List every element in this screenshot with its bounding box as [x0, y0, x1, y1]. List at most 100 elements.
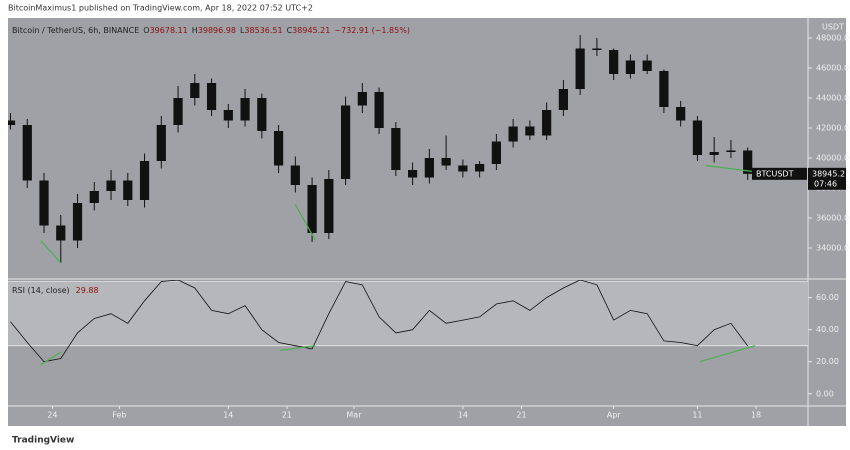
candle-body [106, 180, 116, 191]
x-tick-label: 24 [47, 411, 57, 420]
y-tick-label: 46000.00 [816, 63, 850, 72]
candle-body [391, 127, 401, 170]
legend-change: −732.91 (−1.85%) [334, 26, 410, 35]
rsi-line [10, 280, 749, 363]
y-tick-label: 44000.00 [816, 93, 850, 102]
candle-body [458, 165, 468, 172]
y-tick-label: 42000.00 [816, 123, 850, 132]
candle-body [491, 141, 501, 164]
legend-field-value: 38945.21 [292, 26, 330, 35]
trendline [40, 351, 62, 366]
rsi-band [8, 281, 808, 346]
y-tick-label: 34000.00 [816, 243, 850, 252]
x-tick-label: 14 [223, 411, 233, 420]
last-price-label: 38945.21 [812, 169, 850, 178]
candle-body [408, 169, 418, 178]
x-tick-label: 21 [282, 411, 292, 420]
candle-body [89, 190, 99, 203]
candle-body [525, 126, 535, 136]
legend-field-label: L [240, 26, 245, 35]
candle-body [558, 88, 568, 110]
y-tick-label: 40000.00 [816, 153, 850, 162]
x-tick-label: 21 [516, 411, 526, 420]
x-tick-label: Mar [346, 411, 362, 420]
legend-field-value: 38536.51 [244, 26, 282, 35]
rsi-legend: RSI (14, close) 29.88 [12, 286, 99, 295]
trendline [705, 164, 753, 173]
candle-body [659, 70, 669, 107]
currency-label: USDT [822, 23, 844, 32]
footer-logo: TradingView [12, 436, 74, 446]
candle-body [307, 184, 317, 233]
x-tick-label: Feb [112, 411, 126, 420]
candle-body [743, 150, 753, 174]
last-price-bg [808, 167, 846, 190]
rsi-pane [8, 280, 808, 366]
x-tick-label: 11 [692, 411, 702, 420]
candle-body [475, 163, 485, 172]
trendline [280, 345, 316, 352]
y-tick-label: 20.00 [816, 357, 839, 366]
candle-body [709, 151, 719, 155]
candle-body [173, 97, 183, 125]
candle-body [726, 150, 736, 152]
candle-body [357, 91, 367, 106]
candle-body [424, 157, 434, 178]
candle-body [374, 91, 384, 128]
trendline [294, 204, 316, 241]
candle-body [8, 120, 16, 125]
candle-body [609, 49, 619, 74]
last-price-symbol-bg [752, 167, 807, 180]
candle-body [441, 157, 451, 166]
candle-body [692, 120, 703, 155]
candle-body [290, 165, 300, 185]
header: BitcoinMaximus1 published on TradingView… [8, 4, 313, 13]
legend-field-label: C [287, 26, 293, 35]
axes: 34000.0036000.0038000.0040000.0042000.00… [12, 23, 850, 420]
candle-body [56, 225, 66, 241]
legend-field-label: H [192, 26, 198, 35]
candle-body [206, 82, 217, 110]
candle-body [123, 180, 133, 200]
last-price-symbol: BTCUSDT [756, 169, 794, 178]
x-tick-label: Apr [607, 411, 622, 420]
legend-field-value: 39678.11 [150, 26, 188, 35]
candle-body [190, 82, 200, 98]
candle-body [592, 48, 602, 50]
trendline [699, 345, 756, 363]
chart-background [8, 18, 846, 426]
candle-body [508, 126, 518, 142]
trendline [40, 240, 62, 264]
x-tick-label: 18 [751, 411, 761, 420]
candle-body [156, 124, 166, 161]
y-tick-label: 40.00 [816, 325, 839, 334]
legend: Bitcoin / TetherUS, 6h, BINANCE O39678.11… [12, 26, 410, 35]
candle-body [676, 106, 686, 121]
candle-body [575, 48, 585, 89]
candle-body [273, 130, 284, 166]
candle-body [72, 202, 83, 241]
y-tick-label: 48000.00 [816, 33, 850, 42]
rsi-title: RSI (14, close) [12, 286, 70, 295]
price-pane [8, 34, 753, 264]
candle-body [324, 178, 334, 233]
y-tick-label: 0.00 [816, 389, 834, 398]
y-tick-label: 36000.00 [816, 213, 850, 222]
candle-body [223, 109, 233, 121]
legend-field-label: O [143, 26, 149, 35]
legend-title: Bitcoin / TetherUS, 6h, BINANCE [12, 26, 139, 35]
rsi-value: 29.88 [76, 286, 99, 295]
candle-body [240, 97, 250, 121]
x-tick-label: 14 [458, 411, 468, 420]
legend-field-value: 39896.98 [198, 26, 236, 35]
candle-body [542, 109, 552, 136]
candle-body [642, 60, 652, 71]
countdown: 07:46 [814, 179, 837, 188]
candle-body [625, 60, 636, 74]
y-tick-label: 60.00 [816, 293, 839, 302]
candle-body [340, 105, 351, 179]
candle-body [257, 97, 267, 131]
candle-body [39, 180, 49, 226]
candle-body [139, 160, 150, 200]
